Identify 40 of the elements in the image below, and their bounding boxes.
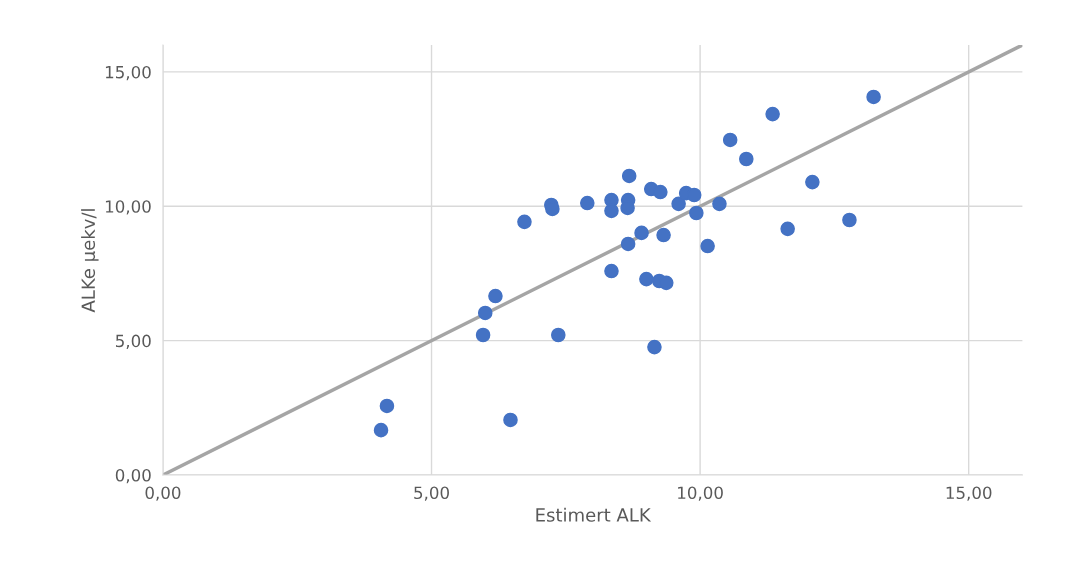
x-tick-label: 5,00 [414,486,449,501]
point [379,398,395,414]
point [475,327,491,343]
point [488,288,503,304]
point [551,327,566,343]
point [686,187,702,203]
x-tick-label: 10,00 [678,486,723,501]
point [805,174,820,190]
point [671,196,686,212]
point [620,236,636,252]
point [866,89,881,105]
y-tick-label: 10,00 [105,200,151,215]
x-tick-label: 0,00 [145,486,181,501]
point [517,214,532,230]
point [722,132,738,148]
y-tick-label: 0,00 [115,468,151,484]
point [653,184,668,200]
point [634,225,649,241]
point [656,227,671,243]
point [739,151,754,167]
point [689,205,704,221]
point [712,196,727,212]
point [780,221,795,237]
y-tick-label: 5,00 [116,334,151,349]
y-axis-title: ALKe µekv/l [81,209,99,313]
point [503,412,518,428]
point [580,195,595,211]
point [765,106,780,122]
point [373,422,389,438]
point [842,212,857,228]
y-tick-label: 15,00 [105,65,151,81]
point [604,263,619,279]
point [700,238,715,254]
point [639,271,654,287]
point [604,203,619,219]
point [647,339,662,355]
point [477,305,493,321]
x-axis-title: Estimert ALK [536,507,652,522]
x-tick-label: 15,00 [946,486,992,501]
point [621,168,637,184]
